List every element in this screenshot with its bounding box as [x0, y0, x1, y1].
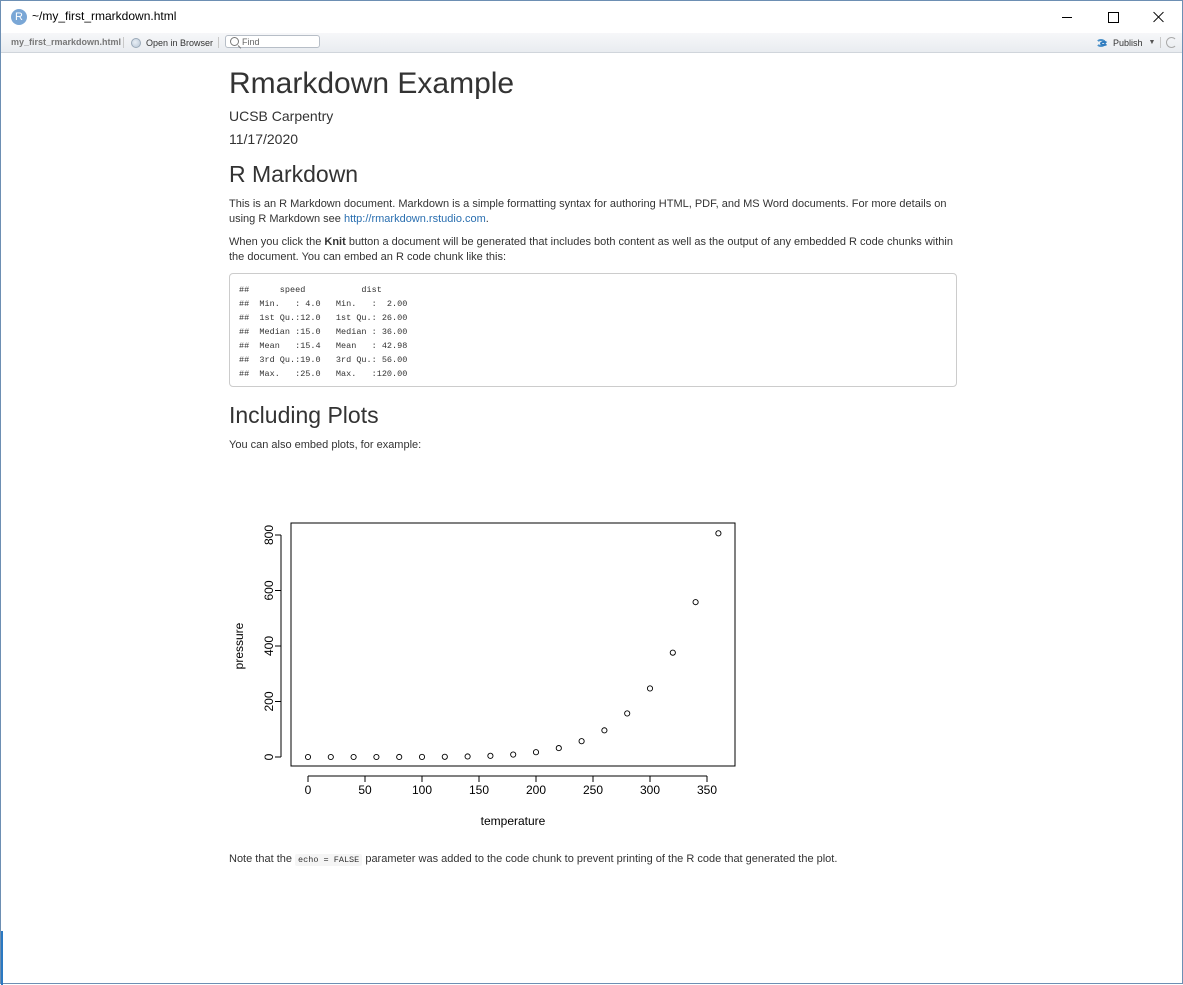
section-heading-r-markdown: R Markdown: [229, 161, 359, 187]
knit-bold: Knit: [324, 236, 346, 248]
data-point: [327, 753, 334, 761]
paragraph-knit: When you click the Knit button a documen…: [229, 235, 957, 265]
data-point: [578, 738, 585, 745]
pressure-scatter-plot: 0 50 100 150 200 250 300 350 temperature 0 200 400 6…: [232, 522, 736, 828]
minimize-button[interactable]: [1044, 1, 1090, 33]
paragraph-text: .: [485, 213, 489, 225]
data-point: [692, 599, 699, 606]
inline-code: echo = FALSE: [295, 854, 363, 866]
x-tick-label: 0: [305, 783, 312, 797]
x-axis-label: temperature: [481, 814, 546, 828]
data-point: [304, 753, 312, 761]
data-point: [669, 649, 676, 656]
close-icon: [1153, 11, 1165, 23]
toolbar-divider: [1160, 37, 1161, 48]
document-date: 11/17/2020: [229, 131, 299, 147]
search-icon: [230, 37, 239, 46]
data-point: [646, 685, 654, 692]
x-tick-label: 300: [640, 783, 660, 797]
x-tick-label: 250: [583, 783, 603, 797]
paragraph-text: Note that the: [229, 853, 296, 865]
page-title: Rmarkdown Example: [229, 67, 515, 100]
publish-button[interactable]: Publish ▼: [1096, 36, 1155, 49]
data-point: [624, 710, 631, 717]
y-tick-label: 800: [262, 525, 276, 545]
r-logo-icon: R: [11, 9, 27, 25]
viewer-toolbar: my_first_rmarkdown.html Open in Browser …: [1, 33, 1182, 53]
paragraph-note: Note that the echo = FALSE parameter was…: [229, 853, 838, 866]
paragraph-intro: This is an R Markdown document. Markdown…: [229, 197, 957, 227]
rmarkdown-link[interactable]: http://rmarkdown.rstudio.com: [343, 213, 486, 225]
data-point: [418, 753, 426, 760]
x-tick-label: 150: [469, 783, 489, 797]
y-tick-label: 200: [262, 691, 276, 711]
maximize-icon: [1107, 11, 1119, 23]
data-point: [555, 745, 562, 752]
data-point: [373, 753, 380, 761]
code-output-text: ## speed dist ## Min. : 4.0 Min. : 2.00 …: [239, 285, 408, 379]
data-point: [350, 753, 357, 761]
toolbar-divider: [218, 37, 219, 48]
data-point: [715, 530, 722, 537]
x-tick-label: 100: [412, 783, 432, 797]
data-point: [601, 727, 608, 734]
open-in-browser-label: Open in Browser: [146, 37, 214, 48]
open-in-browser-button[interactable]: Open in Browser: [131, 36, 213, 49]
publish-icon: [1096, 38, 1110, 48]
data-point: [510, 751, 517, 758]
publish-label: Publish: [1113, 37, 1143, 48]
paragraph-text: button a document will be generated that…: [229, 236, 953, 263]
y-axis-label: pressure: [232, 622, 246, 669]
data-point: [441, 753, 448, 760]
data-point: [464, 753, 471, 760]
x-tick-label: 350: [697, 783, 717, 797]
x-tick-label: 200: [526, 783, 546, 797]
data-point: [396, 753, 403, 761]
minimize-icon: [1062, 16, 1072, 18]
globe-icon: [131, 37, 141, 48]
chevron-down-icon: ▼: [1148, 39, 1156, 46]
title-bar: R ~/my_first_rmarkdown.html: [1, 1, 1182, 33]
maximize-button[interactable]: [1090, 1, 1136, 33]
paragraph-text: This is an R Markdown document. Markdown…: [229, 198, 947, 225]
y-tick-label: 400: [262, 636, 276, 656]
y-tick-label: 600: [262, 580, 276, 600]
data-point: [532, 749, 540, 756]
paragraph-plots: You can also embed plots, for example:: [229, 439, 422, 451]
window-edge-accent: [1, 931, 3, 985]
paragraph-text: When you click the: [229, 236, 325, 248]
data-point: [487, 752, 494, 759]
find-input[interactable]: [242, 36, 316, 47]
section-heading-including-plots: Including Plots: [229, 402, 379, 428]
plot-frame: [290, 522, 736, 767]
refresh-icon[interactable]: [1166, 37, 1177, 48]
close-button[interactable]: [1136, 1, 1182, 33]
y-tick-label: 0: [262, 753, 276, 760]
paragraph-text: parameter was added to the code chunk to…: [362, 853, 838, 865]
file-name-label: my_first_rmarkdown.html: [11, 37, 122, 47]
window-title: ~/my_first_rmarkdown.html: [32, 9, 177, 23]
code-output-block: ## speed dist ## Min. : 4.0 Min. : 2.00 …: [229, 273, 957, 387]
x-tick-label: 50: [358, 783, 372, 797]
toolbar-divider: [123, 37, 124, 48]
find-box: [225, 35, 320, 48]
document-author: UCSB Carpentry: [229, 108, 334, 124]
